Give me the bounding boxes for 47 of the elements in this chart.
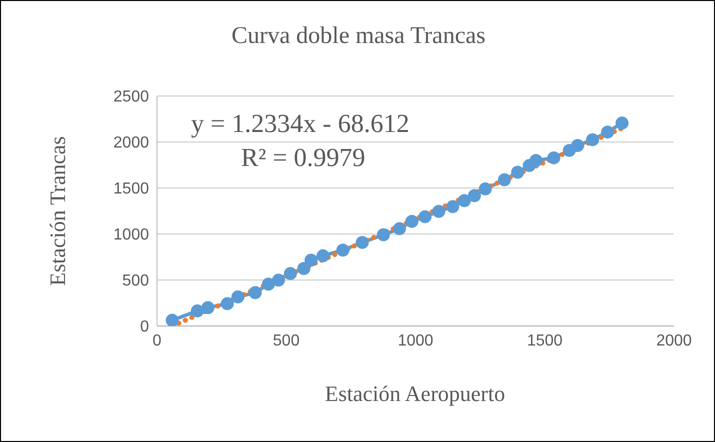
- point: [446, 200, 460, 214]
- point: [304, 254, 318, 267]
- y-tick-label: 0: [140, 318, 150, 336]
- annotation: y = 1.2334x - 68.612: [191, 109, 410, 139]
- point: [262, 278, 275, 291]
- y-tick-label: 1000: [113, 226, 150, 244]
- point: [392, 222, 406, 236]
- point: [616, 116, 629, 130]
- x-tick-label: 1500: [526, 332, 563, 350]
- point: [511, 166, 524, 179]
- point: [478, 182, 492, 196]
- point: [586, 133, 600, 146]
- point: [190, 304, 204, 318]
- point: [498, 173, 511, 186]
- annotation: R² = 0.9979: [241, 143, 366, 173]
- point: [356, 236, 369, 249]
- point: [432, 204, 446, 218]
- point: [571, 138, 584, 152]
- y-axis-title: Estación Trancas: [45, 136, 71, 286]
- point: [220, 297, 234, 310]
- chart-title: Curva doble masa Trancas: [230, 23, 486, 50]
- x-tick-label: 0: [152, 332, 162, 350]
- point: [231, 290, 244, 304]
- y-tick-label: 1500: [113, 180, 150, 198]
- point: [405, 214, 418, 228]
- x-tick-label: 500: [272, 332, 300, 350]
- point: [468, 189, 481, 202]
- y-tick-label: 2500: [113, 88, 150, 106]
- point: [458, 194, 471, 208]
- point: [201, 301, 214, 314]
- point: [418, 210, 432, 224]
- x-axis-title: Estación Aeropuerto: [324, 381, 506, 407]
- y-tick-label: 2000: [113, 134, 150, 152]
- x-tick-label: 2000: [656, 332, 692, 350]
- point: [297, 262, 310, 275]
- point: [272, 274, 285, 287]
- x-tick-label: 1000: [398, 332, 434, 350]
- point: [601, 126, 614, 139]
- point: [547, 151, 560, 164]
- point: [166, 314, 179, 326]
- point: [529, 154, 542, 167]
- point: [248, 286, 262, 300]
- y-tick-label: 500: [122, 272, 150, 290]
- point: [316, 249, 330, 262]
- point: [376, 228, 390, 242]
- point: [284, 267, 297, 280]
- point: [336, 244, 350, 257]
